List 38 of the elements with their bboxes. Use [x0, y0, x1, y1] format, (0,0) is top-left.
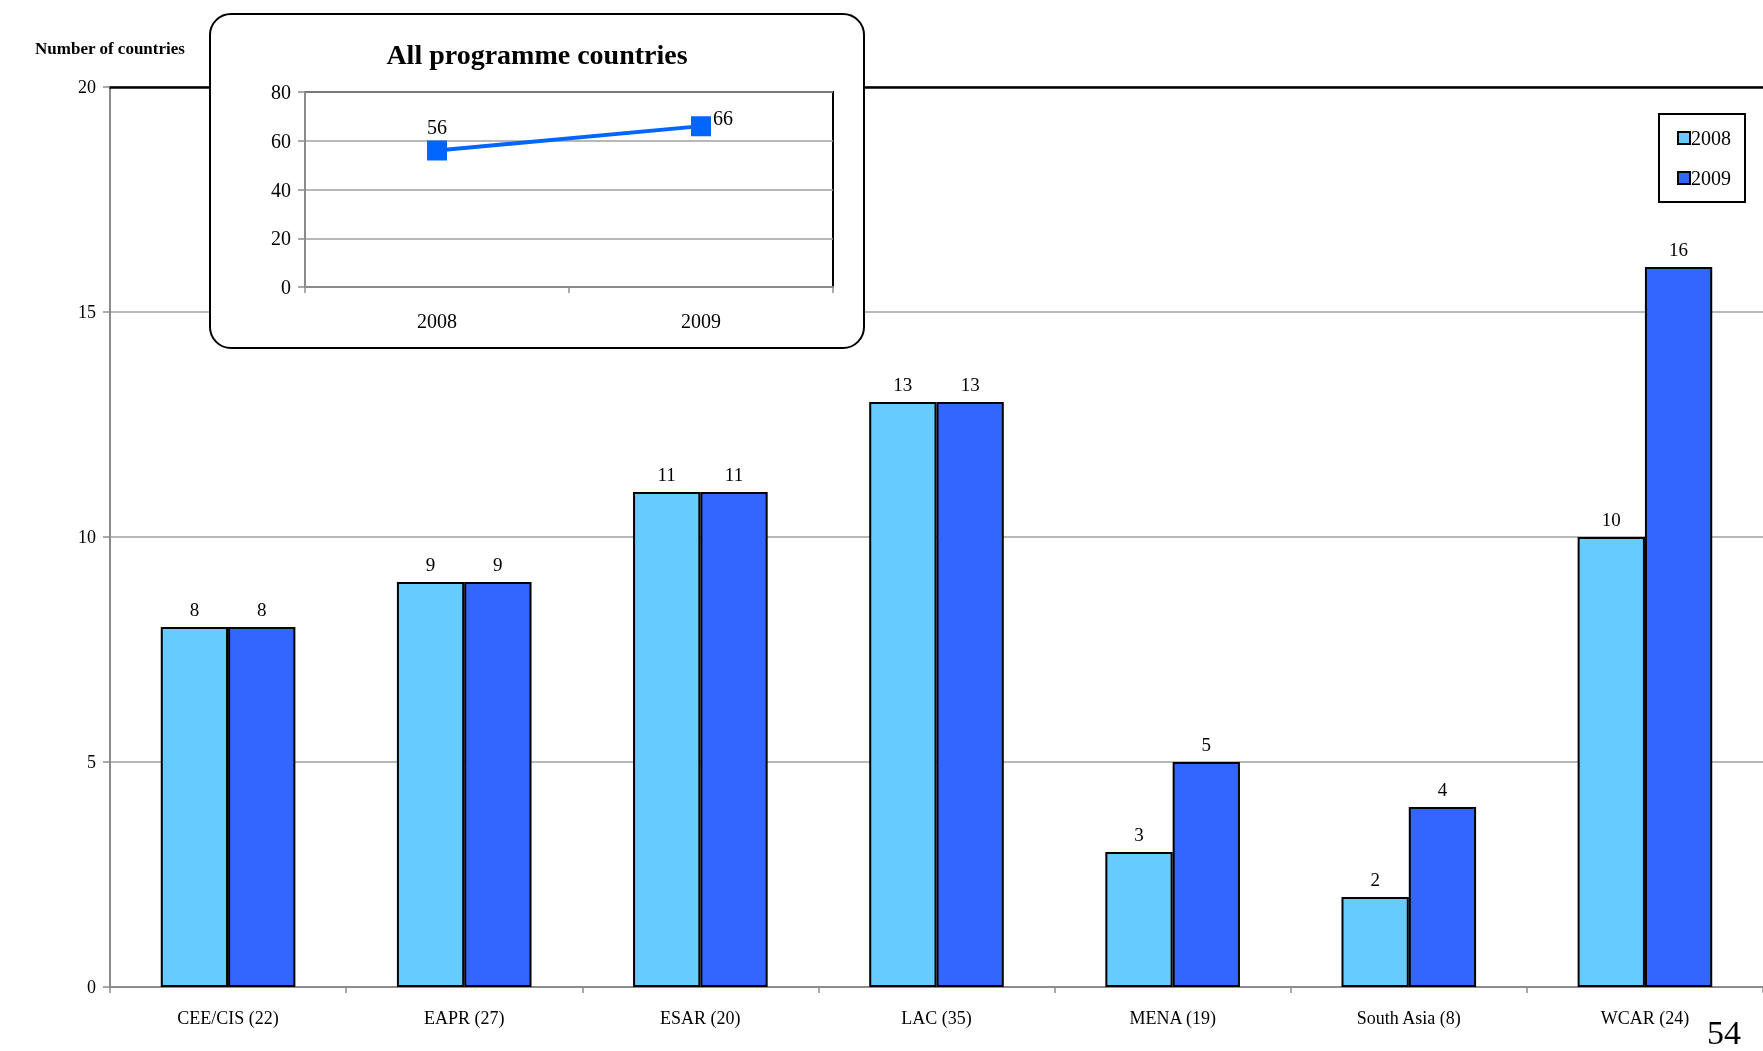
y-tick-label: 5: [87, 752, 96, 772]
data-label: 9: [425, 554, 436, 575]
x-tick-label: EAPR (27): [423, 1008, 505, 1029]
data-label: 8: [189, 599, 200, 620]
text: 54: [1707, 1013, 1741, 1051]
y-tick-label: 40: [271, 178, 291, 201]
y-tick-label: 20: [78, 77, 96, 97]
x-tick-label: South Asia (8): [1356, 1008, 1461, 1029]
data-label: 11: [657, 464, 676, 485]
data-label: 56: [427, 115, 447, 138]
data-label: 9: [493, 554, 503, 575]
x-tick-label: LAC (35): [901, 1008, 972, 1029]
data-label: 16: [1669, 239, 1689, 260]
legend-label: 2008: [1691, 127, 1731, 149]
y-tick-label: 80: [271, 81, 291, 103]
data-label: 13: [893, 374, 913, 395]
data-label: 8: [256, 599, 267, 620]
y-tick-label: 20: [271, 227, 291, 250]
data-label: 2: [1370, 869, 1380, 890]
data-label: 11: [724, 464, 744, 485]
y-tick-label: 15: [78, 302, 96, 322]
chart-title: All programme countries: [386, 38, 688, 70]
data-label: 66: [713, 107, 733, 130]
x-tick-label: ESAR (20): [660, 1008, 741, 1029]
y-tick-label: 0: [87, 977, 96, 997]
x-tick-label: WCAR (24): [1600, 1008, 1690, 1029]
data-label: 4: [1437, 779, 1448, 800]
x-tick-label: MENA (19): [1129, 1008, 1216, 1029]
y-axis-title: Number of countries: [35, 39, 186, 58]
y-tick-label: 0: [281, 276, 291, 298]
data-label: 10: [1601, 509, 1621, 530]
x-tick-label: CEE/CIS (22): [177, 1008, 279, 1029]
legend-label: 2009: [1691, 167, 1731, 189]
data-label: 5: [1201, 734, 1212, 755]
y-tick-label: 10: [78, 527, 96, 547]
y-tick-label: 60: [271, 129, 291, 152]
data-label: 13: [960, 374, 980, 395]
data-label: 3: [1134, 824, 1144, 845]
